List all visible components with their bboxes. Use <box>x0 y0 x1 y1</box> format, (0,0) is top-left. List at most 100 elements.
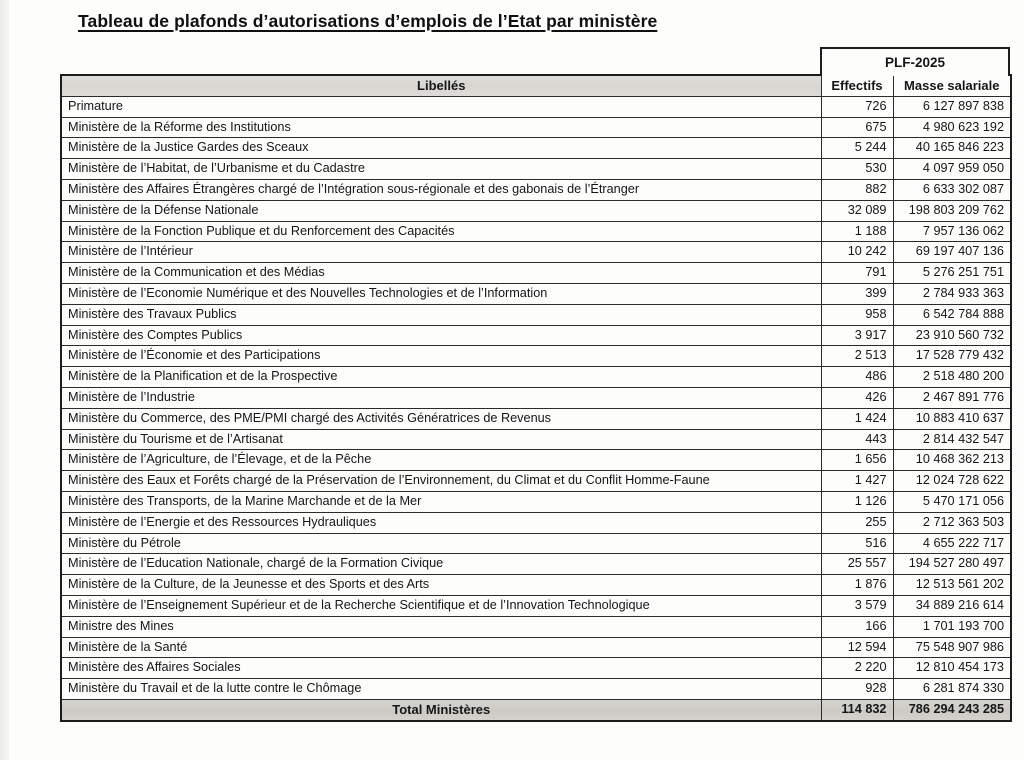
table-row: Ministère de la Justice Gardes des Sceau… <box>60 137 1012 160</box>
row-effectifs: 255 <box>820 511 894 534</box>
row-effectifs: 399 <box>820 282 894 305</box>
row-effectifs: 1 126 <box>820 490 894 513</box>
row-masse-salariale: 1 701 193 700 <box>892 615 1012 638</box>
row-label: Ministère de la Santé <box>60 636 822 659</box>
table-row: Ministère des Transports, de la Marine M… <box>60 490 1012 513</box>
total-label: Total Ministères <box>60 698 822 722</box>
row-effectifs: 1 188 <box>820 220 894 243</box>
row-label: Ministère du Pétrole <box>60 532 822 555</box>
total-effectifs: 114 832 <box>820 698 894 722</box>
row-effectifs: 5 244 <box>820 137 894 160</box>
row-label: Ministère de l’Économie et des Participa… <box>60 345 822 368</box>
row-effectifs: 3 579 <box>820 594 894 617</box>
row-masse-salariale: 6 127 897 838 <box>892 95 1012 118</box>
row-masse-salariale: 5 470 171 056 <box>892 490 1012 513</box>
column-header-masse-salariale: Masse salariale <box>892 74 1012 97</box>
table-row: Ministère de l’Enseignement Supérieur et… <box>60 594 1012 617</box>
row-label: Ministère de l’Education Nationale, char… <box>60 553 822 576</box>
row-effectifs: 486 <box>820 366 894 388</box>
page-title: Tableau de plafonds d’autorisations d’em… <box>78 11 658 31</box>
column-header-effectifs: Effectifs <box>820 74 894 97</box>
row-masse-salariale: 17 528 779 432 <box>892 345 1012 368</box>
row-masse-salariale: 6 542 784 888 <box>892 303 1012 326</box>
row-effectifs: 1 656 <box>820 449 894 472</box>
table-row: Ministère de la Défense Nationale 32 089 1… <box>60 199 1012 222</box>
row-label: Primature <box>60 95 822 118</box>
row-label: Ministère de la Culture, de la Jeunesse … <box>60 574 822 596</box>
row-masse-salariale: 4 097 959 050 <box>892 158 1012 180</box>
row-label: Ministère de l’Enseignement Supérieur et… <box>60 594 822 617</box>
row-label: Ministre des Mines <box>60 615 822 638</box>
table-row: Ministère de l’Energie et des Ressources… <box>60 511 1012 534</box>
row-masse-salariale: 2 814 432 547 <box>892 428 1012 451</box>
row-label: Ministère des Affaires Étrangères chargé… <box>60 178 822 201</box>
column-header-libelles: Libellés <box>60 74 822 97</box>
row-masse-salariale: 69 197 407 136 <box>892 241 1012 264</box>
column-group-header-plf: PLF-2025 <box>820 47 1010 76</box>
row-masse-salariale: 12 024 728 622 <box>892 470 1012 492</box>
row-effectifs: 2 220 <box>820 657 894 680</box>
table-body: Primature 726 6 127 897 838 Ministère de la… <box>60 95 1012 700</box>
row-masse-salariale: 194 527 280 497 <box>892 553 1012 576</box>
table-row: Primature 726 6 127 897 838 <box>60 95 1012 118</box>
row-effectifs: 958 <box>820 303 894 326</box>
row-effectifs: 32 089 <box>820 199 894 222</box>
table-row: Ministère du Commerce, des PME/PMI charg… <box>60 407 1012 430</box>
total-masse-salariale: 786 294 243 285 <box>892 698 1012 722</box>
row-masse-salariale: 4 980 623 192 <box>892 116 1012 139</box>
row-effectifs: 166 <box>820 615 894 638</box>
row-effectifs: 12 594 <box>820 636 894 659</box>
row-effectifs: 791 <box>820 262 894 284</box>
row-label: Ministère des Eaux et Forêts chargé de l… <box>60 470 822 492</box>
table-row: Ministère des Affaires Sociales 2 220 12 8… <box>60 657 1012 680</box>
ministry-ceilings-table: Libellés Effectifs Masse salariale Prima… <box>60 74 1012 722</box>
table-row: Ministère de l’Economie Numérique et des… <box>60 282 1012 305</box>
total-row: Total Ministères 114 832 786 294 243 285 <box>60 698 1012 722</box>
row-masse-salariale: 6 633 302 087 <box>892 178 1012 201</box>
row-masse-salariale: 75 548 907 986 <box>892 636 1012 659</box>
table-row: Ministère de la Fonction Publique et du … <box>60 220 1012 243</box>
row-masse-salariale: 6 281 874 330 <box>892 678 1012 700</box>
row-label: Ministère du Tourisme et de l’Artisanat <box>60 428 822 451</box>
table-row: Ministère des Travaux Publics 958 6 542 78… <box>60 303 1012 326</box>
row-label: Ministère de l’Habitat, de l’Urbanisme e… <box>60 158 822 180</box>
row-effectifs: 928 <box>820 678 894 700</box>
row-masse-salariale: 10 468 362 213 <box>892 449 1012 472</box>
header-row: Libellés Effectifs Masse salariale <box>60 74 1012 97</box>
table-row: Ministère de l’Agriculture, de l’Élevage… <box>60 449 1012 472</box>
row-masse-salariale: 5 276 251 751 <box>892 262 1012 284</box>
row-masse-salariale: 12 513 561 202 <box>892 574 1012 596</box>
row-label: Ministère de la Communication et des Méd… <box>60 262 822 284</box>
row-effectifs: 516 <box>820 532 894 555</box>
row-effectifs: 426 <box>820 386 894 409</box>
table-row: Ministère de l’Intérieur 10 242 69 197 407… <box>60 241 1012 264</box>
row-effectifs: 882 <box>820 178 894 201</box>
table-row: Ministère de la Santé 12 594 75 548 907 98… <box>60 636 1012 659</box>
row-effectifs: 2 513 <box>820 345 894 368</box>
row-label: Ministère de la Défense Nationale <box>60 199 822 222</box>
row-label: Ministère de l’Industrie <box>60 386 822 409</box>
table-row: Ministère des Eaux et Forêts chargé de l… <box>60 470 1012 492</box>
row-effectifs: 443 <box>820 428 894 451</box>
row-masse-salariale: 198 803 209 762 <box>892 199 1012 222</box>
row-label: Ministère du Commerce, des PME/PMI charg… <box>60 407 822 430</box>
scan-edge-artifact <box>0 0 9 760</box>
table-row: Ministère du Travail et de la lutte cont… <box>60 678 1012 700</box>
row-masse-salariale: 12 810 454 173 <box>892 657 1012 680</box>
row-label: Ministère de la Planification et de la P… <box>60 366 822 388</box>
row-masse-salariale: 4 655 222 717 <box>892 532 1012 555</box>
table-row: Ministère de l’Économie et des Participa… <box>60 345 1012 368</box>
row-masse-salariale: 2 467 891 776 <box>892 386 1012 409</box>
row-label: Ministère des Transports, de la Marine M… <box>60 490 822 513</box>
table-row: Ministère des Comptes Publics 3 917 23 910… <box>60 324 1012 347</box>
row-label: Ministère de l’Intérieur <box>60 241 822 264</box>
table-row: Ministère des Affaires Étrangères chargé… <box>60 178 1012 201</box>
row-masse-salariale: 40 165 846 223 <box>892 137 1012 160</box>
row-effectifs: 1 427 <box>820 470 894 492</box>
row-label: Ministère des Affaires Sociales <box>60 657 822 680</box>
row-effectifs: 726 <box>820 95 894 118</box>
row-label: Ministère de la Fonction Publique et du … <box>60 220 822 243</box>
table-row: Ministère de la Réforme des Institutions… <box>60 116 1012 139</box>
table-row: Ministre des Mines 166 1 701 193 700 <box>60 615 1012 638</box>
row-label: Ministère des Travaux Publics <box>60 303 822 326</box>
